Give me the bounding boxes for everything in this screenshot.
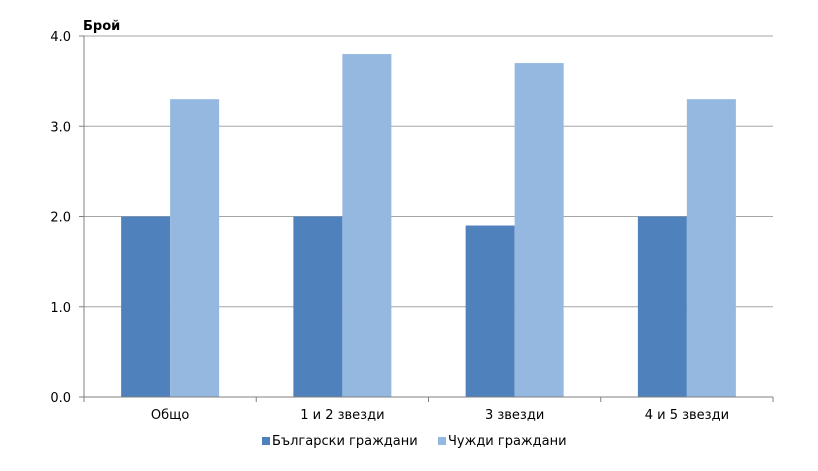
x-tick-label: 3 звезди — [485, 408, 544, 423]
x-tick-labels: Общо 1 и 2 звезди 3 звезди 4 и 5 звезди — [151, 408, 729, 423]
bar-series-0-cat-3 — [637, 216, 687, 397]
x-tick-label: 1 и 2 звезди — [300, 408, 384, 423]
legend-label-bulgarian-citizens: Български граждани — [272, 434, 418, 449]
bar-series-1-cat-3 — [686, 99, 736, 398]
legend-label-foreign-citizens: Чужди граждани — [448, 434, 567, 449]
legend-swatch-bulgarian-citizens — [262, 437, 270, 445]
bar-series-1-cat-2 — [514, 63, 564, 397]
bar-series-0-cat-0 — [121, 216, 171, 397]
y-tick-label: 1.0 — [50, 301, 71, 316]
bar-series-0-cat-2 — [465, 225, 515, 397]
y-tick-label: 2.0 — [50, 211, 71, 226]
bars — [121, 54, 736, 398]
bar-series-1-cat-1 — [342, 54, 392, 398]
legend: Български граждани Чужди граждани — [262, 434, 567, 449]
legend-swatch-foreign-citizens — [438, 437, 446, 445]
y-tick-labels: 0.0 1.0 2.0 3.0 4.0 — [50, 30, 84, 406]
y-axis-title: Брой — [83, 19, 120, 34]
y-tick-label: 3.0 — [50, 120, 71, 135]
x-tick-label: Общо — [151, 408, 189, 423]
y-tick-label: 4.0 — [50, 30, 71, 45]
bar-series-0-cat-1 — [293, 216, 343, 397]
x-tick-label: 4 и 5 звезди — [645, 408, 729, 423]
y-tick-label: 0.0 — [50, 391, 71, 406]
bar-series-1-cat-0 — [170, 99, 220, 398]
